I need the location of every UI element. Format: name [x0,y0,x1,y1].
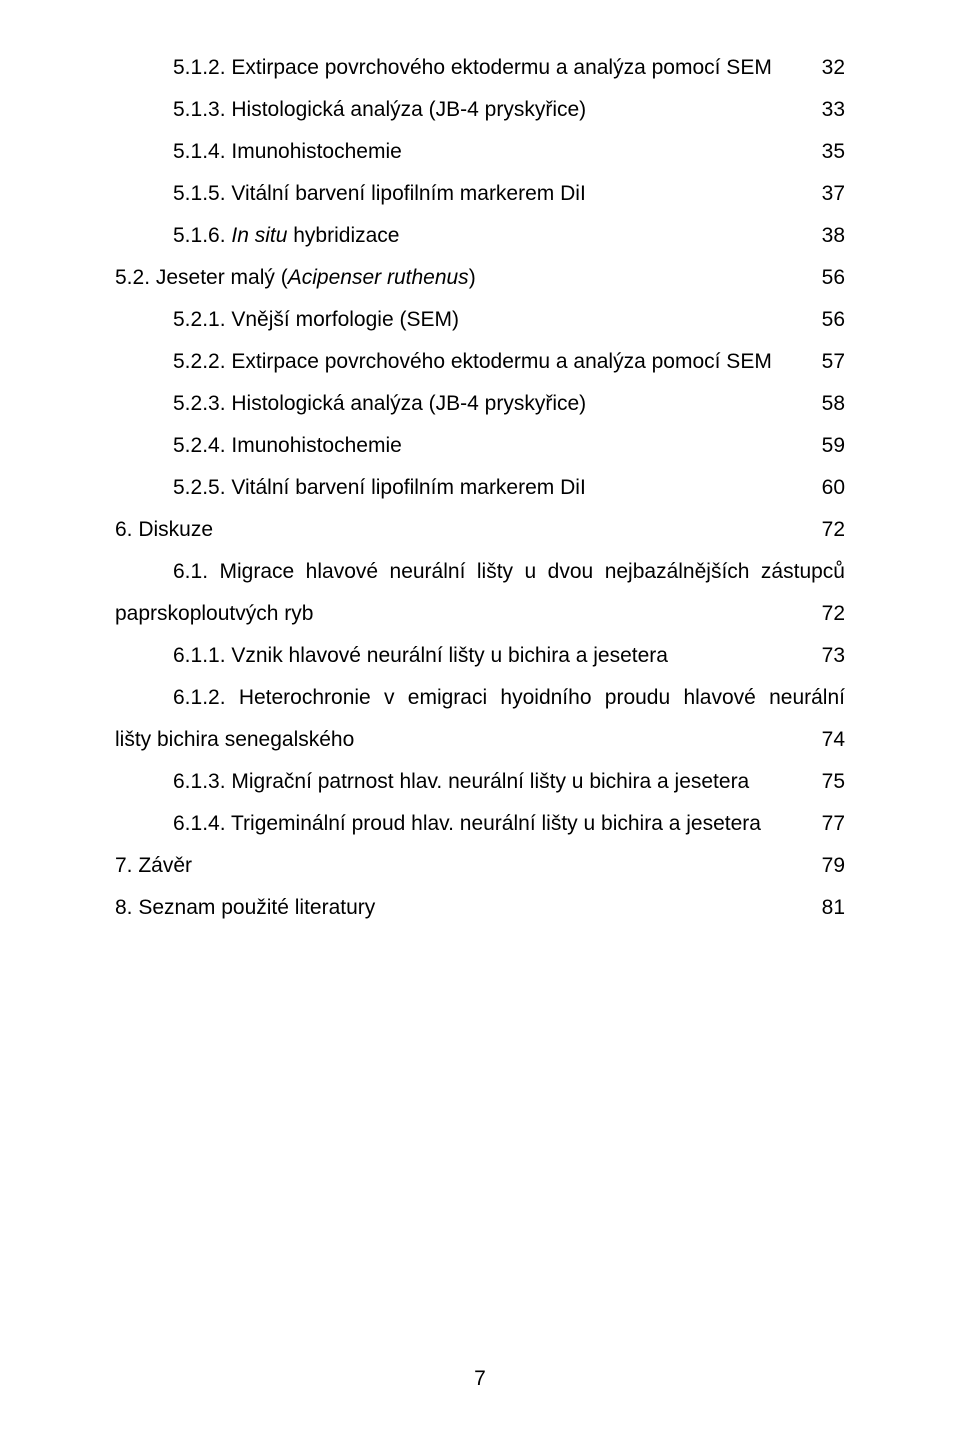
toc-entry-line2: lišty bichira senegalského 74 [115,719,845,761]
toc-page: 72 [812,509,845,551]
toc-entry: 5.1.2. Extirpace povrchového ektodermu a… [115,47,845,89]
toc-label-prefix: 5.2. Jeseter malý ( [115,266,288,289]
toc-page: 37 [812,173,845,215]
toc-label-italic: Acipenser ruthenus [288,266,469,289]
toc-entry: 5.2.5. Vitální barvení lipofilním marker… [115,467,845,509]
toc-label: 6.1.4. Trigeminální proud hlav. neurální… [173,803,761,845]
toc-entry: 5.1.5. Vitální barvení lipofilním marker… [115,173,845,215]
toc-label-suffix: ) [469,266,476,289]
toc-entry: 5.2.4. Imunohistochemie 59 [115,425,845,467]
toc-page: 57 [812,341,845,383]
toc-label: 6. Diskuze [115,509,213,551]
toc-entry-line1: 6.1. Migrace hlavové neurální lišty u dv… [115,551,845,593]
toc-label: 5.1.4. Imunohistochemie [173,131,402,173]
toc-page: 81 [812,887,845,929]
toc-label: 5.2.3. Histologická analýza (JB-4 prysky… [173,383,586,425]
toc-label-italic: In situ [231,224,287,247]
toc-entry: 5.2.1. Vnější morfologie (SEM) 56 [115,299,845,341]
toc-page: 60 [812,467,845,509]
toc-label: 5.2.5. Vitální barvení lipofilním marker… [173,467,586,509]
toc-label: 5.2. Jeseter malý (Acipenser ruthenus) [115,257,476,299]
toc-page: 59 [812,425,845,467]
toc-entry: 6.1.1. Vznik hlavové neurální lišty u bi… [115,635,845,677]
toc-page: 58 [812,383,845,425]
toc-page: 79 [812,845,845,887]
toc-label: 5.2.2. Extirpace povrchového ektodermu a… [173,341,772,383]
toc-label: lišty bichira senegalského [115,719,354,761]
toc-label: 5.2.1. Vnější morfologie (SEM) [173,299,459,341]
toc-page: 75 [812,761,845,803]
toc-entry-line2: paprskoploutvých ryb 72 [115,593,845,635]
toc-entry: 5.1.3. Histologická analýza (JB-4 prysky… [115,89,845,131]
toc-entry: 6. Diskuze 72 [115,509,845,551]
toc-label: 5.1.5. Vitální barvení lipofilním marker… [173,173,586,215]
toc-entry: 8. Seznam použité literatury 81 [115,887,845,929]
toc-page: 77 [812,803,845,845]
page: 5.1.2. Extirpace povrchového ektodermu a… [0,0,960,1455]
toc-entry: 6.1.3. Migrační patrnost hlav. neurální … [115,761,845,803]
toc-entry: 5.1.6. In situ hybridizace 38 [115,215,845,257]
toc-label: 5.1.3. Histologická analýza (JB-4 prysky… [173,89,586,131]
toc-label-prefix: 5.1.6. [173,224,231,247]
toc-entry: 5.2.3. Histologická analýza (JB-4 prysky… [115,383,845,425]
toc-page: 74 [812,719,845,761]
toc-label: 6.1.1. Vznik hlavové neurální lišty u bi… [173,635,668,677]
toc-label: 5.1.6. In situ hybridizace [173,215,399,257]
toc-entry: 6.1.4. Trigeminální proud hlav. neurální… [115,803,845,845]
toc-page: 73 [812,635,845,677]
toc-label: 5.1.2. Extirpace povrchového ektodermu a… [173,47,772,89]
toc-page: 33 [812,89,845,131]
toc-entry: 5.1.4. Imunohistochemie 35 [115,131,845,173]
toc-page: 56 [812,257,845,299]
toc-page: 38 [812,215,845,257]
toc-label: 6.1.3. Migrační patrnost hlav. neurální … [173,761,749,803]
toc-page: 56 [812,299,845,341]
toc-page: 32 [812,47,845,89]
toc-label-suffix: hybridizace [287,224,399,247]
toc-page: 72 [812,593,845,635]
toc-label: 7. Závěr [115,845,192,887]
toc-entry: 5.2. Jeseter malý (Acipenser ruthenus) 5… [115,257,845,299]
toc-label: 5.2.4. Imunohistochemie [173,425,402,467]
toc-page: 35 [812,131,845,173]
toc-label: 8. Seznam použité literatury [115,887,375,929]
toc-label: paprskoploutvých ryb [115,593,313,635]
toc-entry-line1: 6.1.2. Heterochronie v emigraci hyoidníh… [115,677,845,719]
toc-entry: 5.2.2. Extirpace povrchového ektodermu a… [115,341,845,383]
page-number: 7 [0,1358,960,1400]
toc-entry: 7. Závěr 79 [115,845,845,887]
